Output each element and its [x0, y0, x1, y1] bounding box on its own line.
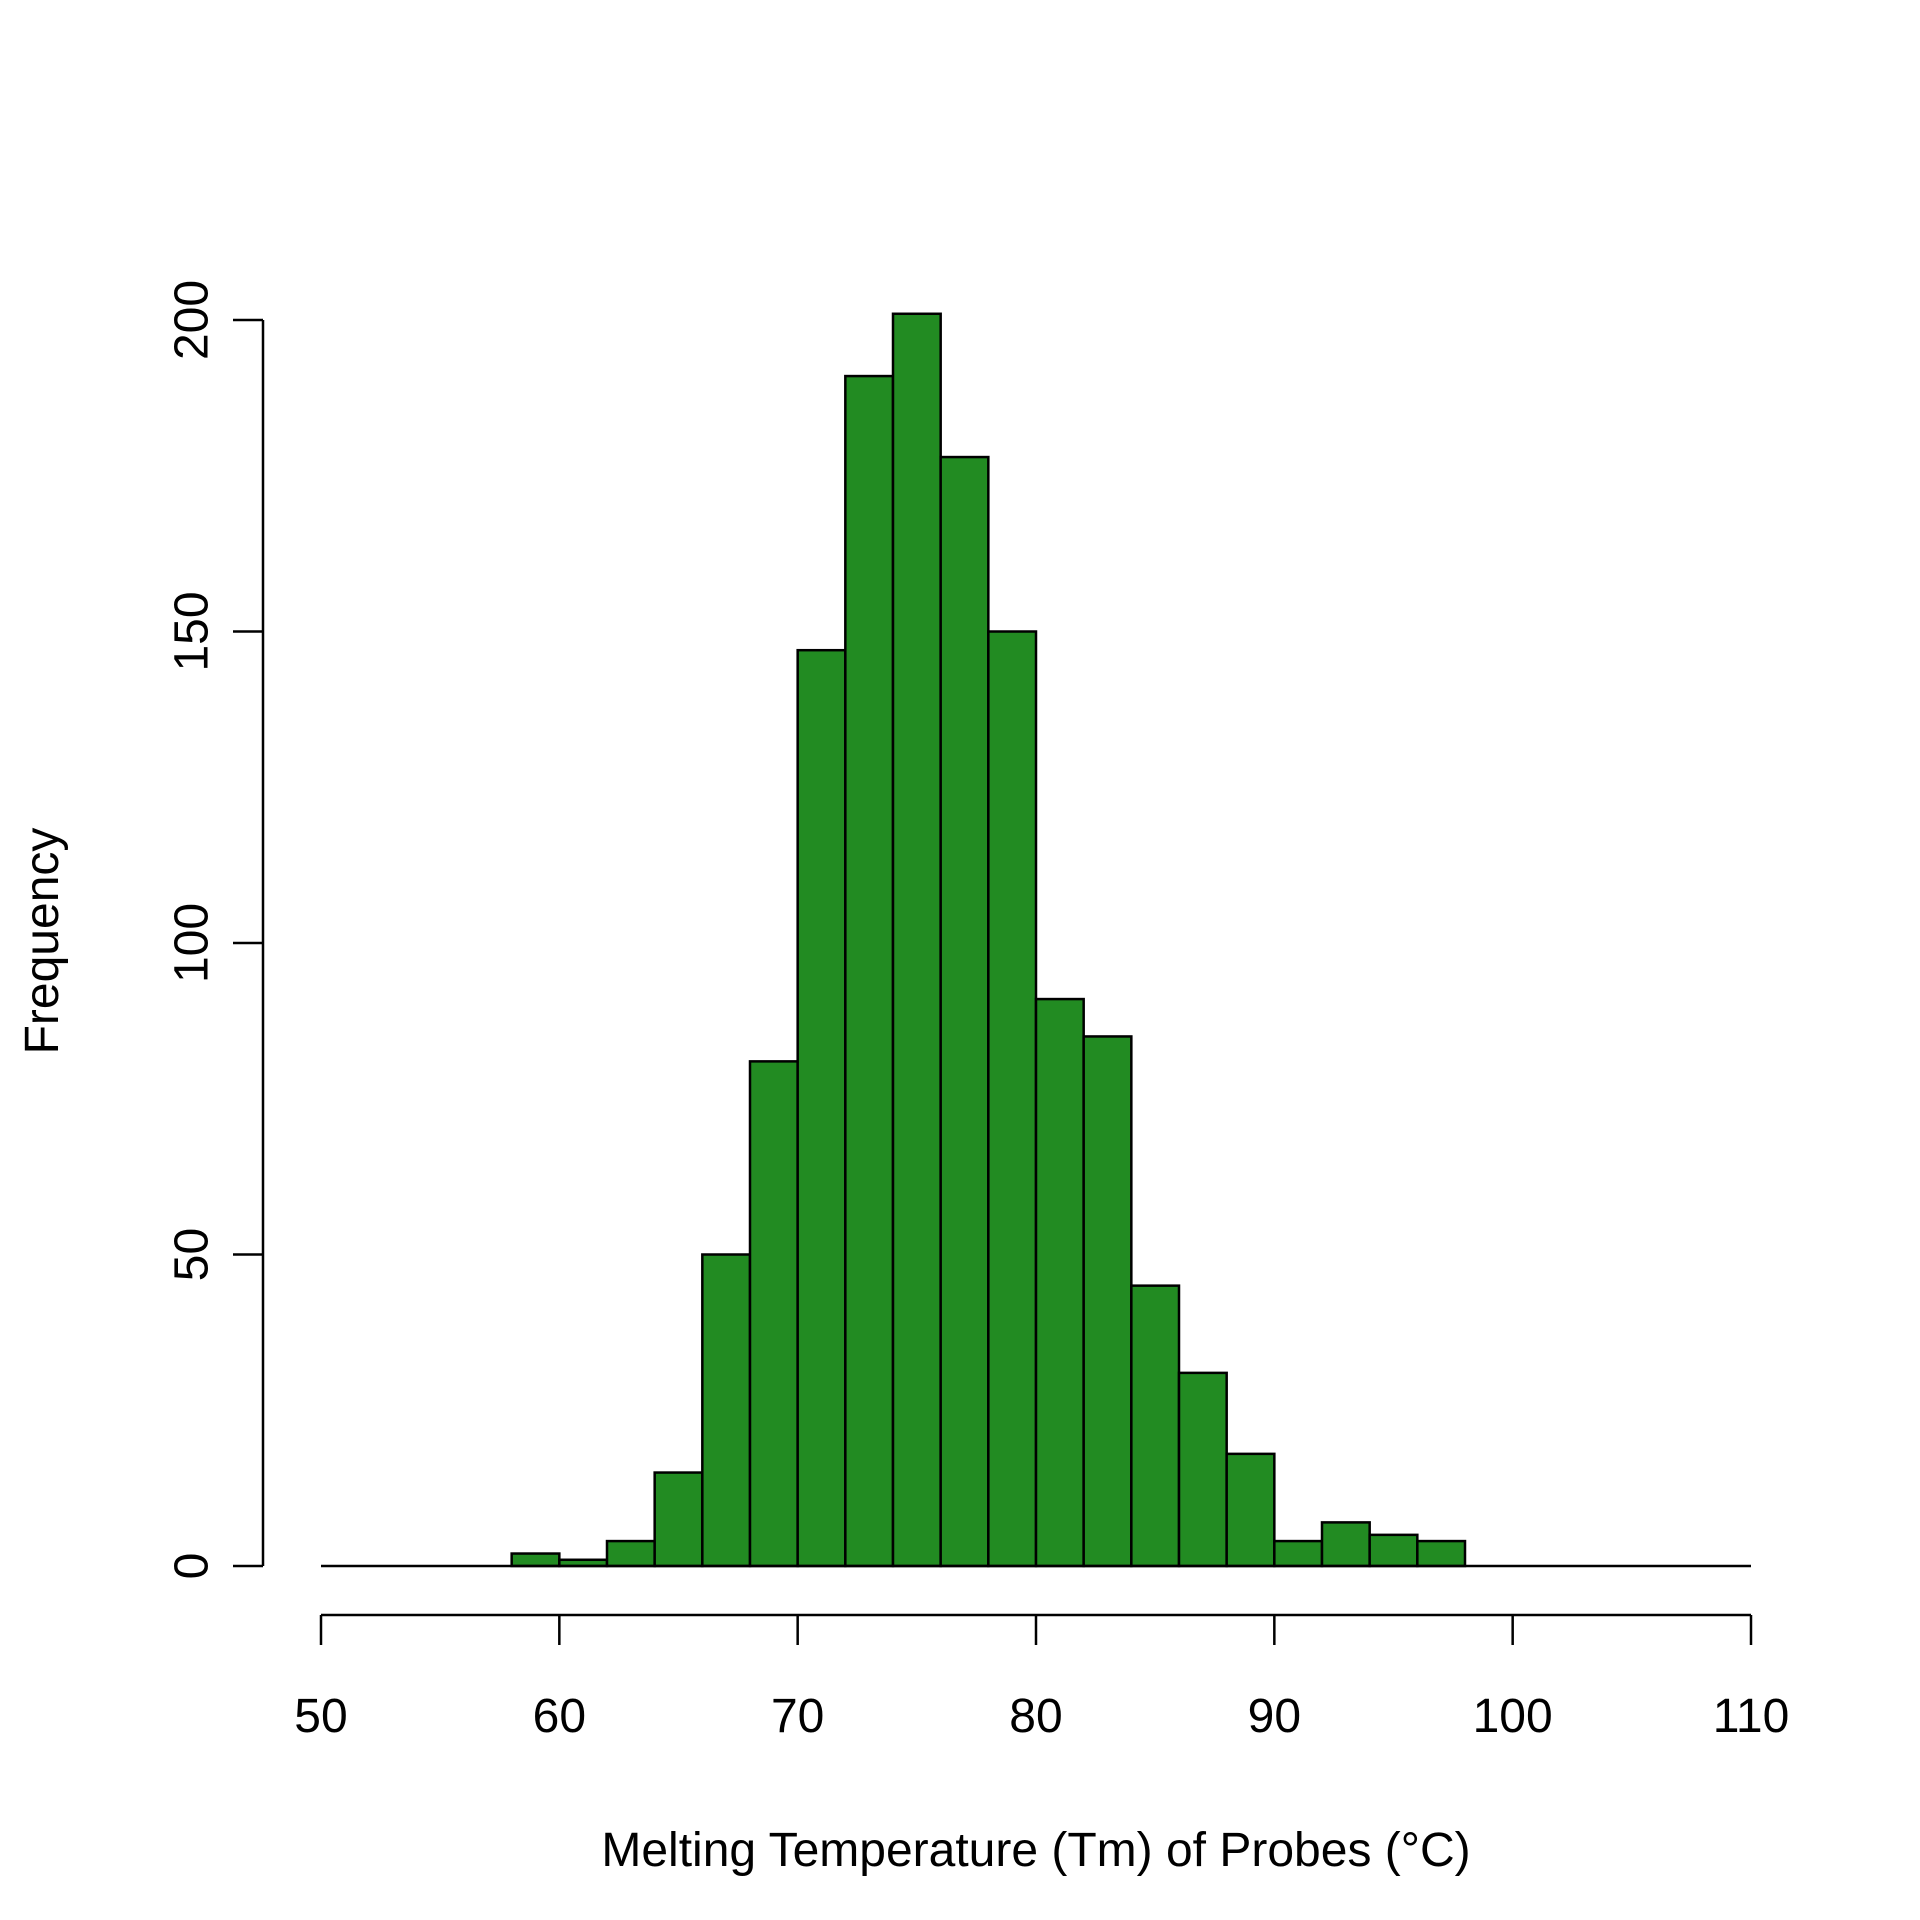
- histogram-bar: [1416, 1539, 1467, 1568]
- x-tick-label: 100: [1473, 1690, 1553, 1743]
- histogram-bar: [1368, 1533, 1419, 1568]
- histogram-bar: [653, 1471, 704, 1568]
- histogram-bar: [1130, 1284, 1181, 1568]
- x-axis: 50 60 70 80 90 100 110: [294, 1613, 1790, 1743]
- y-tick-label: 150: [166, 591, 219, 671]
- histogram-bar: [748, 1060, 799, 1568]
- y-tick-label: 100: [166, 903, 219, 983]
- histogram-bar: [1082, 1035, 1133, 1568]
- x-tick-label: 90: [1248, 1690, 1301, 1743]
- x-axis-title: Melting Temperature (Tm) of Probes (°C): [601, 1824, 1470, 1877]
- histogram-bar: [891, 312, 942, 1568]
- x-tick-label: 50: [294, 1690, 347, 1743]
- y-tick-label: 200: [166, 280, 219, 360]
- histogram-bar: [844, 374, 895, 1568]
- histogram-bar: [1177, 1371, 1228, 1568]
- y-axis: 0 50 100 150 200: [166, 280, 265, 1580]
- histogram-bar: [796, 648, 847, 1568]
- histogram-bar: [1273, 1539, 1324, 1568]
- y-axis-title: Frequency: [16, 828, 69, 1055]
- histogram-bar: [605, 1539, 656, 1568]
- y-tick-label: 50: [166, 1228, 219, 1281]
- histogram-bar: [1034, 997, 1085, 1568]
- histogram-bar: [1320, 1521, 1371, 1568]
- y-tick-label: 0: [166, 1553, 219, 1580]
- histogram-bars: [510, 312, 1467, 1568]
- x-tick-label: 110: [1713, 1690, 1790, 1743]
- histogram-bar: [987, 630, 1038, 1568]
- histogram-bar: [1225, 1452, 1276, 1568]
- histogram-bar: [701, 1253, 752, 1568]
- x-tick-label: 70: [771, 1690, 824, 1743]
- x-tick-label: 60: [533, 1690, 586, 1743]
- histogram-bar: [939, 455, 990, 1568]
- histogram-bar: [510, 1552, 561, 1568]
- x-tick-label: 80: [1009, 1690, 1062, 1743]
